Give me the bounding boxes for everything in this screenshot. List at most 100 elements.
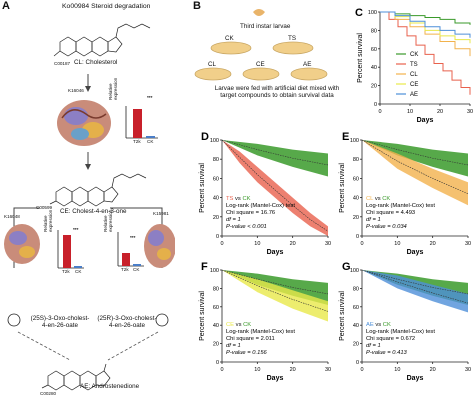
y-tick-label: 40 — [213, 323, 219, 329]
stats-p: P-value < 0.001 — [226, 224, 267, 230]
dish-ts-label: TS — [288, 35, 297, 42]
x-tick-label: 10 — [394, 367, 400, 373]
stats-df: df = 1 — [226, 343, 241, 349]
stats-chi: Chi square = 0.672 — [366, 336, 415, 342]
stats-treat: CE — [226, 322, 234, 328]
bar-left-cat2: CK — [75, 269, 82, 274]
dish-ck-label: CK — [225, 35, 234, 42]
x-tick-label: 0 — [378, 109, 381, 115]
bar-chart-right — [117, 232, 144, 267]
y-tick-label: 60 — [353, 305, 359, 311]
bar-top-ck — [146, 136, 155, 138]
petri-dishes — [194, 41, 328, 81]
stats-treat: AE — [366, 322, 374, 328]
stats-ck: CK — [243, 322, 251, 328]
x-tick-label: 30 — [325, 367, 331, 373]
survival-line-ce — [221, 269, 329, 312]
ae-code: C00280 — [40, 391, 57, 396]
y-tick-label: 100 — [210, 138, 219, 144]
chart-f: F 0 20 40 60 80 100 0 10 20 30 Days Percent survival… — [199, 261, 331, 382]
stats-treat: TS — [226, 196, 234, 202]
x-tick-label: 0 — [360, 367, 363, 373]
stats-test: Log-rank (Mantel-Cox) test — [226, 203, 295, 209]
series-line-ae — [380, 11, 471, 38]
x-tick-label: 10 — [254, 367, 260, 373]
stats-vs: vs — [234, 322, 243, 328]
stats-ck: CK — [242, 196, 250, 202]
stats-comparison: CE vs CK — [226, 322, 251, 328]
y-tick-label: 100 — [368, 10, 377, 16]
ci-band-ce — [222, 270, 328, 322]
y-tick-label: 60 — [213, 176, 219, 182]
series-line-ce — [380, 11, 471, 44]
bar-left-cat1: T2k — [62, 269, 70, 274]
y-tick-label: 0 — [216, 234, 219, 240]
legend-label: TS — [410, 62, 418, 68]
panel-b-caption: Larvae were fed with artificial diet mix… — [214, 85, 340, 99]
x-tick-label: 30 — [467, 109, 473, 115]
cl-label: CL: Cholesterol — [74, 59, 118, 66]
androstenedione-structure — [41, 363, 111, 391]
y-tick-label: 80 — [353, 286, 359, 292]
x-tick-label: 20 — [430, 367, 436, 373]
cl-code: C00187 — [54, 61, 71, 66]
bar-right-cat2: CK — [133, 267, 140, 272]
y-tick-label: 0 — [356, 360, 359, 366]
y-tick-label: 100 — [350, 268, 359, 274]
panel-b-letter: B — [193, 0, 201, 12]
y-tick-label: 0 — [374, 102, 377, 108]
chart-letter: E — [342, 131, 349, 143]
panel-a-title: Ko00984 Steroid degradation — [62, 3, 151, 10]
y-axis-label: Percent survival — [199, 163, 206, 213]
chart-e: E 0 20 40 60 80 100 0 10 20 30 Days Percent survival… — [339, 131, 471, 256]
enzyme-top-label: K16046 — [68, 88, 84, 93]
stats-test: Log-rank (Mantel-Cox) test — [226, 329, 295, 335]
y-tick-label: 40 — [353, 323, 359, 329]
stats-treat: CL — [366, 196, 374, 202]
bar-right-sig: *** — [130, 235, 136, 240]
y-tick-label: 0 — [216, 360, 219, 366]
x-axis-label: Days — [407, 375, 424, 382]
intermediate-left-circle — [7, 313, 21, 327]
series-line-ts — [380, 11, 471, 95]
legend-label: CE — [410, 82, 418, 88]
larvae-label: Third instar larvae — [240, 23, 291, 30]
y-tick-label: 60 — [353, 176, 359, 182]
y-tick-label: 80 — [213, 157, 219, 163]
bar-chart-left — [57, 230, 84, 269]
y-axis-label: Percent survival — [357, 33, 364, 83]
chart-g: G 0 20 40 60 80 100 0 10 20 30 Days Percent survival… — [339, 261, 471, 382]
chart-letter: C — [355, 7, 363, 19]
x-axis-label: Days — [267, 375, 284, 382]
stats-chi: Chi square = 4.493 — [366, 210, 415, 216]
stats-test: Log-rank (Mantel-Cox) test — [366, 203, 435, 209]
stats-ck: CK — [383, 322, 391, 328]
y-axis-label: Percent survival — [339, 291, 346, 341]
y-axis-label: Percent survival — [339, 163, 346, 213]
y-tick-label: 20 — [213, 215, 219, 221]
y-tick-label: 20 — [353, 215, 359, 221]
dish-cl-label: CL — [208, 61, 217, 68]
bar-left-ck — [74, 266, 82, 268]
bar-left-t2k — [63, 235, 71, 268]
bar-left-sig: *** — [73, 227, 79, 232]
bar-right-ck — [133, 264, 141, 266]
ce-label: CE: Cholest-4-en-3-one — [60, 208, 127, 215]
right-intermediate-label: (25R)-3-Oxo-cholest-4-en-26-oate — [97, 315, 157, 329]
survival-line-ts — [221, 139, 329, 232]
ci-band-ck — [222, 140, 328, 177]
stats-comparison: CL vs CK — [366, 196, 390, 202]
legend-label: CL — [410, 72, 418, 78]
x-axis-label: Days — [417, 117, 434, 124]
x-tick-label: 10 — [394, 241, 400, 247]
x-axis-label: Days — [267, 249, 284, 256]
bar-right-cat1: T2k — [121, 267, 129, 272]
protein-k16046-structure — [57, 100, 111, 146]
x-axis-label: Days — [407, 249, 424, 256]
chart-c: C 0 20 40 60 80 100 0 10 20 30 Days Percent survival… — [355, 7, 473, 124]
stats-p: P-value = 0.413 — [366, 350, 408, 356]
x-tick-label: 20 — [430, 241, 436, 247]
bar-top-sig: *** — [147, 95, 153, 100]
x-tick-label: 30 — [325, 241, 331, 247]
